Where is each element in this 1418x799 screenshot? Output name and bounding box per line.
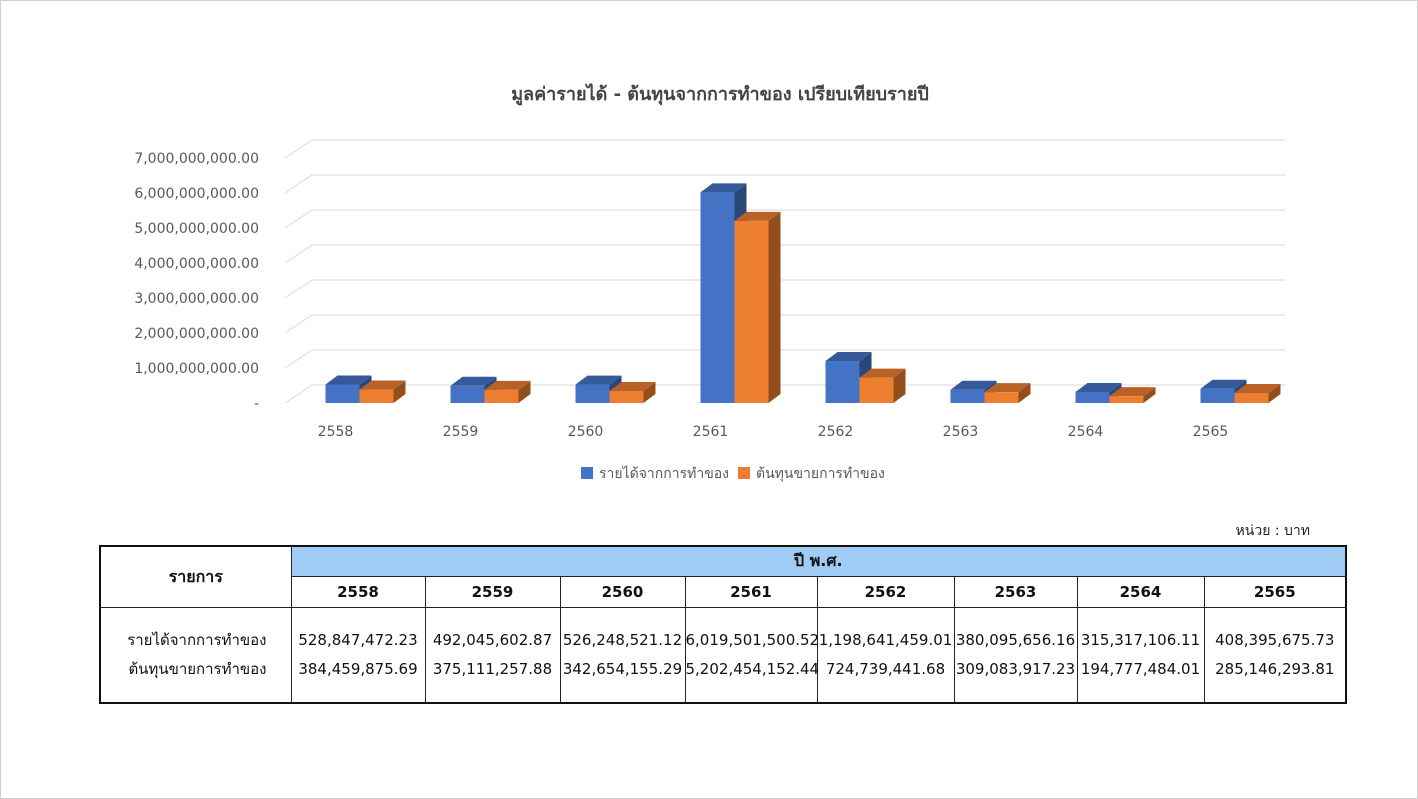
revenue-value: 526,248,521.12 [562, 631, 683, 649]
value-cell-2559: 492,045,602.87 375,111,257.88 [424, 607, 561, 704]
year-header-2562: 2562 [816, 576, 955, 608]
gridline [284, 139, 1285, 159]
y-axis-ticks: - 1,000,000,000.00 2,000,000,000.00 3,000,0… [134, 151, 259, 412]
year-header-2558: 2558 [290, 576, 426, 608]
bar-cost-2558 [359, 380, 406, 403]
value-cell-2564: 315,317,106.11 194,777,484.01 [1076, 607, 1205, 704]
bar-chart: มูลค่ารายได้ - ต้นทุนจากการทำของ เปรียบเ… [134, 83, 1285, 482]
y-tick-label: 3,000,000,000.00 [134, 291, 259, 307]
legend-label: ต้นทุนขายการทำของ [756, 466, 885, 482]
value-cell-2558: 528,847,472.23 384,459,875.69 [290, 607, 426, 704]
revenue-value: 6,019,501,500.52 [685, 631, 820, 649]
grid-layer [284, 139, 1285, 404]
cost-value: 5,202,454,152.44 [685, 660, 820, 678]
bar-cost-2559 [484, 380, 531, 403]
gridline [284, 279, 1285, 299]
value-cell-2565: 408,395,675.73 285,146,293.81 [1203, 607, 1348, 704]
year-header-row: 2558 2559 2560 2561 2562 2563 2564 2565 [100, 576, 1348, 608]
bar-cost-2562 [859, 368, 906, 403]
x-tick-label: 2563 [943, 424, 979, 440]
gridline [284, 349, 1285, 369]
row-label-cost: ต้นทุนขายการทำของ [128, 660, 267, 678]
revenue-value: 408,395,675.73 [1215, 631, 1335, 649]
revenue-value: 315,317,106.11 [1080, 631, 1201, 649]
gridline [284, 209, 1285, 229]
bar-layer [325, 183, 1281, 403]
y-tick-label: 1,000,000,000.00 [134, 361, 259, 377]
unit-note: หน่วย : บาท [1235, 523, 1310, 539]
y-tick-label: 6,000,000,000.00 [134, 186, 259, 202]
bar-cost-2563 [984, 383, 1031, 403]
x-tick-label: 2562 [818, 424, 854, 440]
year-header-2563: 2563 [953, 576, 1078, 608]
revenue-value: 528,847,472.23 [298, 631, 418, 649]
x-tick-label: 2560 [568, 424, 604, 440]
revenue-value: 380,095,656.16 [955, 631, 1076, 649]
year-header-2561: 2561 [684, 576, 818, 608]
bar-cost-2564 [1109, 387, 1156, 403]
cost-value: 309,083,917.23 [955, 660, 1076, 678]
value-cell-2561: 6,019,501,500.52 5,202,454,152.44 [684, 607, 820, 704]
year-header-2565: 2565 [1203, 576, 1348, 608]
x-tick-label: 2564 [1068, 424, 1104, 440]
value-cell-2562: 1,198,641,459.01 724,739,441.68 [816, 607, 955, 704]
cost-value: 194,777,484.01 [1080, 660, 1201, 678]
year-header-2559: 2559 [424, 576, 561, 608]
gridline [284, 314, 1285, 334]
legend-item-cost: ต้นทุนขายการทำของ [738, 466, 885, 482]
legend-swatch [738, 467, 750, 479]
bar-cost-2565 [1234, 384, 1281, 403]
value-cell-2560: 526,248,521.12 342,654,155.29 [559, 607, 686, 704]
gridline [284, 174, 1285, 194]
y-tick-label: 7,000,000,000.00 [134, 151, 259, 167]
y-tick-label: 4,000,000,000.00 [134, 256, 259, 272]
cost-value: 724,739,441.68 [825, 660, 946, 678]
cost-value: 342,654,155.29 [562, 660, 683, 678]
table-row: รายได้จากการทำของ ต้นทุนขายการทำของ 528,… [99, 607, 1348, 704]
bar-cost-2560 [609, 382, 656, 403]
cost-value: 285,146,293.81 [1215, 660, 1335, 678]
row-labels-cell: รายได้จากการทำของ ต้นทุนขายการทำของ [99, 607, 292, 704]
revenue-value: 492,045,602.87 [432, 631, 553, 649]
items-header: รายการ [99, 545, 292, 608]
bar-cost-2561 [734, 211, 781, 403]
year-header-2564: 2564 [1076, 576, 1205, 608]
x-tick-label: 2565 [1193, 424, 1229, 440]
x-tick-label: 2559 [443, 424, 479, 440]
year-header-2560: 2560 [559, 576, 686, 608]
x-tick-label: 2561 [693, 424, 729, 440]
data-table: รายการ ปี พ.ศ. 2558 2559 2560 2561 2562 2563 2… [99, 545, 1348, 704]
revenue-value: 1,198,641,459.01 [818, 631, 953, 649]
year-group-header: ปี พ.ศ. [290, 545, 1348, 577]
cost-value: 375,111,257.88 [432, 660, 553, 678]
gridline [284, 244, 1285, 264]
chart-title: มูลค่ารายได้ - ต้นทุนจากการทำของ เปรียบเ… [511, 83, 929, 106]
row-label-revenue: รายได้จากการทำของ [127, 631, 267, 649]
y-tick-label: 2,000,000,000.00 [134, 326, 259, 342]
cost-value: 384,459,875.69 [298, 660, 418, 678]
legend-swatch [581, 467, 593, 479]
legend-item-revenue: รายได้จากการทำของ [581, 465, 729, 482]
x-axis-ticks: 2558 2559 2560 2561 2562 2563 2564 2565 [318, 424, 1229, 440]
value-cell-2563: 380,095,656.16 309,083,917.23 [953, 607, 1078, 704]
x-tick-label: 2558 [318, 424, 354, 440]
y-tick-label: - [254, 396, 259, 412]
legend: รายได้จากการทำของ ต้นทุนขายการทำของ [581, 465, 885, 482]
y-tick-label: 5,000,000,000.00 [134, 221, 259, 237]
legend-label: รายได้จากการทำของ [599, 465, 729, 482]
